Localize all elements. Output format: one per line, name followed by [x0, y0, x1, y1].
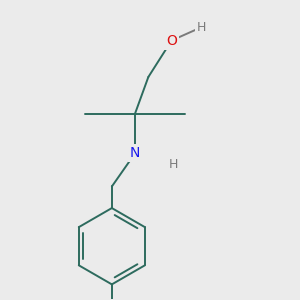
Text: O: O [166, 34, 177, 47]
Text: H: H [169, 158, 178, 171]
Text: H: H [197, 21, 206, 34]
Text: N: N [130, 146, 140, 160]
